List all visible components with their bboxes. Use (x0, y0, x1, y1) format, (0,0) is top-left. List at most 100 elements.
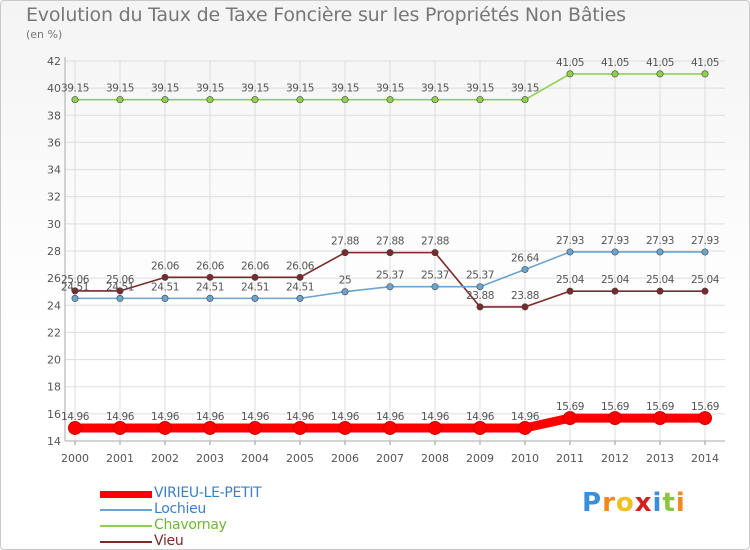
x-tick-label: 2012 (601, 452, 629, 465)
data-point (701, 287, 709, 295)
legend-label: Vieu (154, 533, 184, 549)
y-tick-label: 32 (47, 191, 61, 204)
data-point (338, 420, 352, 435)
data-label: 27.93 (691, 235, 719, 247)
x-tick-label: 2014 (691, 452, 719, 465)
data-point (341, 288, 349, 296)
logo-letter: o (615, 488, 635, 518)
data-label: 25.37 (421, 270, 449, 282)
y-tick-label: 18 (47, 381, 61, 394)
data-label: 15.69 (556, 401, 584, 413)
gridlines (65, 60, 725, 442)
data-label: 39.15 (241, 83, 269, 95)
data-point (113, 420, 127, 435)
data-point (206, 96, 214, 104)
x-tick-label: 2011 (556, 452, 584, 465)
legend-label: VIRIEU-LE-PETIT (154, 485, 262, 501)
data-label: 39.15 (196, 83, 224, 95)
data-label: 14.96 (241, 411, 270, 423)
data-point (476, 283, 484, 291)
data-label: 39.15 (421, 83, 449, 95)
data-point (116, 287, 124, 295)
data-label: 39.15 (466, 83, 494, 95)
data-point (701, 248, 709, 256)
x-tick-label: 2005 (286, 452, 314, 465)
x-tick-label: 2003 (196, 452, 224, 465)
data-point (68, 420, 82, 435)
data-point (161, 96, 169, 104)
data-label: 26.06 (151, 260, 180, 272)
data-point (251, 273, 259, 281)
y-tick-label: 16 (47, 408, 61, 421)
data-label: 41.05 (601, 57, 629, 69)
x-tick-label: 2001 (106, 452, 134, 465)
data-label: 25.04 (691, 274, 720, 286)
data-label: 27.93 (646, 235, 674, 247)
data-point (386, 249, 394, 257)
data-label: 25.04 (601, 274, 630, 286)
x-tick-label: 2008 (421, 452, 449, 465)
data-label: 41.05 (556, 57, 584, 69)
data-label: 39.15 (106, 83, 134, 95)
data-point (116, 294, 124, 302)
data-point (518, 420, 532, 435)
data-label: 14.96 (151, 411, 180, 423)
data-label: 26.06 (286, 260, 315, 272)
data-label: 14.96 (466, 411, 495, 423)
y-tick-label: 42 (47, 55, 61, 68)
x-tick-label: 2009 (466, 452, 494, 465)
data-point (521, 96, 529, 104)
data-label: 23.88 (466, 290, 494, 302)
data-label: 25.06 (61, 274, 90, 286)
data-label: 26.64 (511, 252, 540, 264)
data-point (701, 70, 709, 78)
x-tick-label: 2000 (61, 452, 89, 465)
x-tick-label: 2007 (376, 452, 404, 465)
data-label: 14.96 (61, 411, 90, 423)
data-label: 27.88 (331, 236, 359, 248)
data-point (476, 303, 484, 311)
data-point (161, 294, 169, 302)
data-point (71, 287, 79, 295)
data-point (656, 70, 664, 78)
data-point (608, 411, 622, 426)
data-label: 41.05 (691, 57, 719, 69)
data-label: 25.04 (646, 274, 675, 286)
data-point (206, 294, 214, 302)
legend-swatch (100, 525, 152, 527)
data-label: 25.37 (466, 270, 494, 282)
data-label: 26.06 (241, 260, 270, 272)
data-point (431, 249, 439, 257)
data-labels: 14.96 14.96 14.96 14.96 14.96 14.96 14.96 14.96… (61, 57, 720, 423)
chart-title: Evolution du Taux de Taxe Foncière sur l… (26, 4, 626, 26)
data-point (566, 287, 574, 295)
data-point (296, 273, 304, 281)
data-label: 27.88 (376, 236, 404, 248)
data-label: 39.15 (376, 83, 404, 95)
x-tick-label: 2013 (646, 452, 674, 465)
data-label: 39.15 (331, 83, 359, 95)
data-point (476, 96, 484, 104)
data-label: 25.04 (556, 274, 585, 286)
data-point (248, 420, 262, 435)
y-tick-label: 26 (47, 272, 61, 285)
y-tick-label: 36 (47, 136, 61, 149)
data-label: 39.15 (511, 83, 539, 95)
data-label: 14.96 (196, 411, 225, 423)
data-label: 14.96 (331, 411, 360, 423)
proxiti-logo: Proxiti (582, 488, 686, 518)
data-point (341, 249, 349, 257)
data-label: 25.06 (106, 274, 135, 286)
data-point (656, 287, 664, 295)
data-label: 41.05 (646, 57, 674, 69)
y-tick-label: 40 (47, 82, 61, 95)
data-label: 14.96 (511, 411, 540, 423)
data-label: 24.51 (241, 281, 269, 293)
data-point (611, 248, 619, 256)
legend-swatch (100, 491, 152, 498)
data-label: 15.69 (601, 401, 629, 413)
legend-label: Lochieu (154, 501, 206, 517)
y-tick-label: 20 (47, 354, 61, 367)
